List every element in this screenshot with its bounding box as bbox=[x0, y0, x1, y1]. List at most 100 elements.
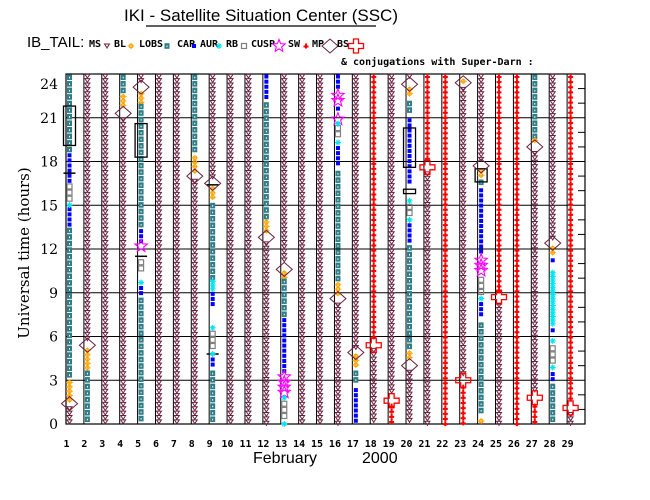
lobs-mark bbox=[67, 146, 72, 153]
lobs-mark bbox=[67, 240, 72, 247]
sw-arrow-icon bbox=[371, 242, 377, 248]
sw-arrow-icon bbox=[568, 344, 574, 350]
bl-mark bbox=[406, 354, 414, 361]
sw-mark bbox=[568, 247, 574, 253]
lobs-mark bbox=[281, 291, 287, 298]
sw-arrow-icon bbox=[442, 216, 448, 222]
sw-arrow-icon bbox=[514, 283, 520, 289]
lobs-dot bbox=[552, 392, 554, 395]
sw-mark bbox=[496, 257, 502, 263]
sw-arrow-icon bbox=[514, 206, 520, 212]
sw-mark bbox=[442, 339, 448, 345]
mp-mark bbox=[78, 337, 97, 353]
sw-mark bbox=[496, 211, 502, 217]
sw-mark bbox=[424, 119, 430, 125]
lobs-dot bbox=[69, 142, 70, 145]
rb-square-icon bbox=[478, 288, 485, 296]
lobs-dot bbox=[140, 418, 142, 420]
sw-mark bbox=[371, 94, 377, 100]
sw-arrow-icon bbox=[514, 99, 520, 105]
mp-mark bbox=[257, 229, 276, 245]
cap-dot-icon bbox=[353, 388, 358, 393]
sw-mark bbox=[568, 206, 574, 212]
cap-mark bbox=[335, 156, 340, 161]
lobs-dot bbox=[480, 370, 482, 373]
lobs-dot bbox=[409, 273, 411, 276]
sw-mark bbox=[514, 155, 520, 161]
sw-mark bbox=[442, 109, 448, 115]
day-column-12 bbox=[257, 74, 276, 426]
lobs-mark bbox=[478, 328, 484, 335]
lobs-mark bbox=[281, 298, 287, 304]
sw-arrow-icon bbox=[442, 416, 448, 422]
sw-mark bbox=[514, 150, 520, 156]
sw-arrow-icon bbox=[371, 268, 377, 274]
sw-arrow-icon bbox=[371, 257, 377, 263]
sw-mark bbox=[442, 400, 448, 406]
sw-arrow-icon bbox=[568, 370, 574, 376]
aur-mark bbox=[209, 282, 216, 289]
lobs-mark bbox=[407, 343, 413, 350]
sw-arrow-icon bbox=[514, 334, 520, 340]
aur-asterisk-icon bbox=[281, 394, 288, 401]
lobs-dot bbox=[212, 264, 214, 266]
sw-mark bbox=[514, 84, 520, 90]
aur-mark bbox=[406, 197, 413, 204]
sw-arrow-icon bbox=[442, 354, 448, 360]
sw-arrow-icon bbox=[424, 135, 430, 141]
lobs-dot bbox=[140, 112, 142, 115]
lobs-dot bbox=[480, 344, 482, 346]
sw-mark bbox=[514, 196, 520, 202]
cap-dot-icon bbox=[139, 234, 144, 239]
sw-arrow-icon bbox=[568, 232, 574, 238]
sw-arrow-icon bbox=[514, 130, 520, 136]
lobs-dot bbox=[140, 217, 142, 220]
sw-arrow-icon bbox=[371, 74, 377, 80]
sw-mark bbox=[371, 140, 377, 146]
sw-arrow-icon bbox=[371, 324, 377, 330]
sw-arrow-icon bbox=[514, 114, 520, 120]
lobs-dot bbox=[265, 117, 267, 120]
day-column-10 bbox=[227, 73, 234, 425]
sw-mark bbox=[371, 119, 377, 125]
sw-arrow-icon bbox=[442, 94, 448, 100]
lobs-mark bbox=[138, 188, 144, 195]
lobs-mark bbox=[138, 317, 144, 323]
ms-triangle-icon bbox=[101, 419, 109, 425]
cap-mark bbox=[479, 198, 484, 203]
lobs-dot bbox=[69, 262, 70, 265]
sw-arrow-icon bbox=[532, 413, 538, 419]
lobs-mark bbox=[532, 87, 538, 94]
rb-square-icon bbox=[137, 265, 145, 272]
cap-dot-icon bbox=[407, 174, 412, 179]
sw-arrow-icon bbox=[442, 370, 448, 376]
x-tick-label: 20 bbox=[401, 439, 413, 450]
lobs-mark bbox=[478, 361, 484, 368]
cap-mark bbox=[282, 318, 287, 323]
sw-mark bbox=[496, 135, 502, 141]
legend-label-mp: MP bbox=[312, 39, 324, 50]
sw-arrow-icon bbox=[442, 130, 448, 136]
lobs-dot bbox=[140, 319, 142, 322]
bl-rays bbox=[209, 194, 217, 201]
lobs-dot bbox=[140, 339, 142, 341]
mp-mark bbox=[203, 175, 222, 192]
lobs-dot bbox=[194, 122, 196, 125]
x-tick-label: 23 bbox=[454, 439, 466, 450]
sw-arrow-icon bbox=[371, 222, 377, 228]
sw-arrow-icon bbox=[371, 278, 377, 284]
sw-mark bbox=[496, 114, 502, 120]
sw-mark bbox=[514, 140, 520, 146]
sw-arrow-icon bbox=[514, 186, 520, 192]
lobs-dot bbox=[409, 313, 411, 315]
cusp-mark bbox=[330, 92, 346, 108]
sw-arrow-icon bbox=[496, 242, 502, 248]
lobs-mark bbox=[478, 335, 484, 342]
sw-arrow-icon bbox=[568, 125, 574, 131]
sw-arrow-icon bbox=[496, 130, 502, 136]
sw-mark bbox=[442, 201, 448, 207]
lobs-mark bbox=[335, 170, 341, 177]
sw-arrow-icon bbox=[371, 155, 377, 161]
sw-mark bbox=[442, 308, 448, 314]
rb-mark bbox=[549, 345, 556, 352]
